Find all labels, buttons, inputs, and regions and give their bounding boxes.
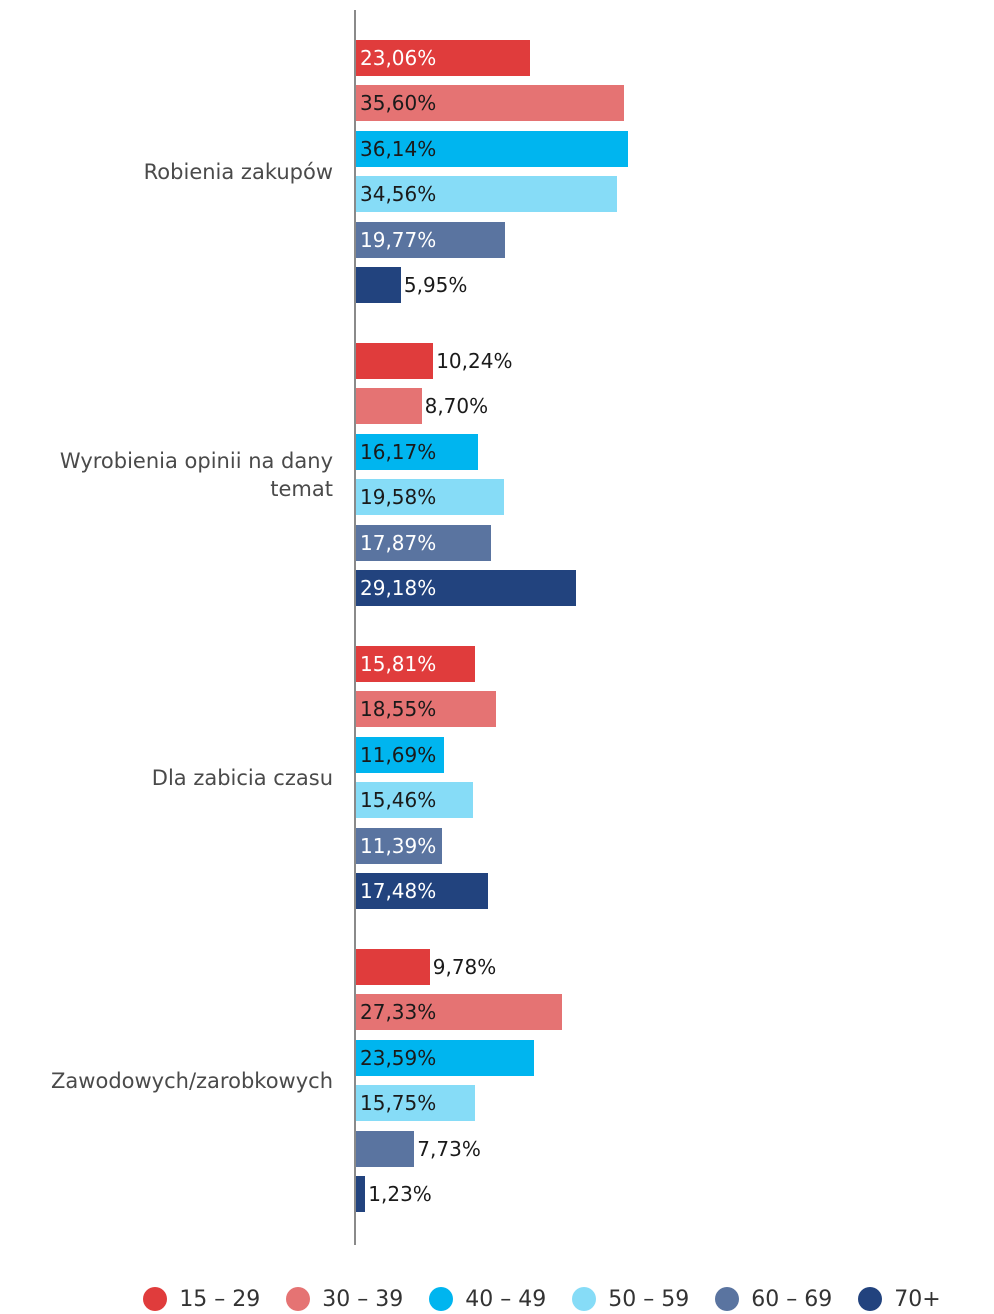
bar <box>356 388 422 425</box>
legend-item: 60 – 69 <box>715 1287 832 1312</box>
bar <box>356 1039 534 1076</box>
legend-label: 30 – 39 <box>322 1286 404 1312</box>
legend-swatch <box>858 1287 883 1311</box>
bar <box>356 736 445 773</box>
value-label: 15,46% <box>360 788 437 813</box>
bar <box>356 646 476 682</box>
bar <box>356 267 401 303</box>
bar <box>356 873 488 909</box>
bar <box>356 221 506 258</box>
value-label: 11,39% <box>360 833 437 858</box>
legend-item: 50 – 59 <box>572 1287 689 1312</box>
bar <box>356 827 442 864</box>
legend-label: 50 – 59 <box>608 1286 690 1312</box>
legend-label: 15 – 29 <box>179 1286 261 1312</box>
value-label: 5,95% <box>403 273 468 297</box>
value-label: 10,24% <box>436 349 513 373</box>
axis-line <box>354 10 356 1245</box>
value-label: 18,55% <box>360 697 437 722</box>
value-label: 7,73% <box>417 1136 481 1161</box>
value-label: 19,77% <box>360 227 437 252</box>
bar <box>356 782 473 819</box>
bar <box>356 130 629 167</box>
legend-swatch <box>572 1287 597 1311</box>
legend-item: 15 – 29 <box>143 1287 260 1312</box>
value-label: 8,70% <box>424 394 489 419</box>
value-label: 9,78% <box>432 955 497 979</box>
category-label: Wyrobienia opinii na dany temat <box>59 448 333 501</box>
legend-item: 30 – 39 <box>286 1287 403 1312</box>
bar <box>356 570 577 606</box>
bar <box>356 85 625 122</box>
bar <box>356 479 504 516</box>
bar <box>356 176 617 213</box>
bar <box>356 691 496 728</box>
value-label: 15,81% <box>360 652 437 676</box>
legend-label: 70+ <box>894 1286 941 1312</box>
value-label: 1,23% <box>368 1182 432 1206</box>
category-label: Robienia zakupów <box>143 159 333 184</box>
legend-label: 40 – 49 <box>465 1286 547 1312</box>
bar <box>356 949 430 985</box>
value-label: 34,56% <box>360 182 437 207</box>
legend-swatch <box>715 1287 740 1311</box>
legend-swatch <box>143 1287 168 1311</box>
category-label: Dla zabicia czasu <box>151 765 333 790</box>
value-label: 27,33% <box>360 1000 437 1025</box>
bar <box>356 1176 366 1212</box>
value-label: 15,75% <box>360 1091 437 1116</box>
bar <box>356 1085 475 1122</box>
legend-label: 60 – 69 <box>751 1286 833 1312</box>
category-label: Zawodowych/zarobkowych <box>51 1068 333 1093</box>
bar <box>356 40 530 76</box>
legend-item: 70+ <box>858 1286 941 1312</box>
value-label: 35,60% <box>360 91 437 116</box>
value-label: 29,18% <box>360 576 437 600</box>
value-label: 11,69% <box>360 742 437 767</box>
bar <box>356 994 563 1031</box>
legend: 15 – 29 30 – 39 40 – 49 50 – 59 60 – 69 70+ <box>0 1284 994 1314</box>
value-label: 19,58% <box>360 485 437 510</box>
legend-swatch <box>429 1287 454 1311</box>
value-label: 17,48% <box>360 879 437 903</box>
legend-item: 40 – 49 <box>429 1287 546 1312</box>
bar <box>356 433 478 470</box>
value-label: 36,14% <box>360 136 437 161</box>
value-label: 23,59% <box>360 1045 437 1070</box>
legend-swatch <box>286 1287 311 1311</box>
bar <box>356 524 491 561</box>
bar <box>356 343 434 379</box>
value-label: 23,06% <box>360 46 437 70</box>
value-label: 17,87% <box>360 530 437 555</box>
bar <box>356 1130 415 1167</box>
value-label: 16,17% <box>360 439 437 464</box>
